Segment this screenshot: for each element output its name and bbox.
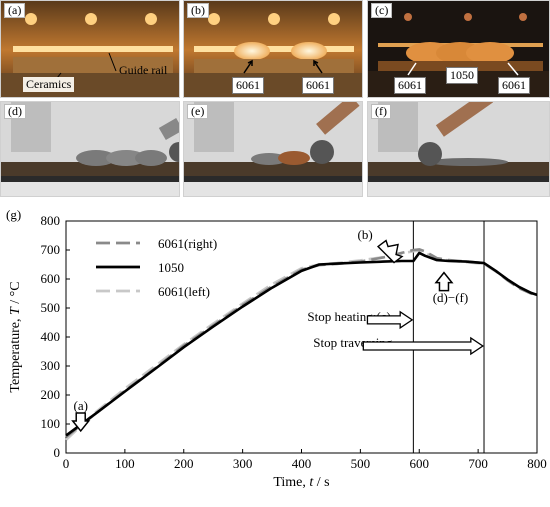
- annotation-stop-heating-arrow: [366, 310, 414, 330]
- y-tick-label: 200: [41, 387, 61, 402]
- x-tick-label: 600: [410, 456, 430, 471]
- callout-guide-rail: Guide rail: [119, 63, 168, 77]
- photo-panel-e: (e): [183, 101, 363, 197]
- annotation-a-arrow: [71, 412, 91, 433]
- panel-label-e: (e): [187, 104, 209, 119]
- x-tick-label: 400: [292, 456, 312, 471]
- chart-container: 0 100 200 300 400 500 600 700 800 0 100 200 300 400 50…: [0, 203, 550, 502]
- callout-6061-right-b: 6061: [302, 77, 334, 94]
- y-tick-label: 100: [41, 416, 61, 431]
- annotation-b-label: (b): [357, 227, 372, 242]
- y-tick-label: 700: [41, 242, 61, 257]
- photo-grid: (a) Guide rail Ceramics (: [0, 0, 550, 200]
- photo-panel-f: (f): [367, 101, 550, 197]
- chart-legend: 6061(right) 1050 6061(left): [96, 236, 217, 299]
- chart-panel-label: (g): [6, 207, 21, 222]
- rolling-photo-d: [1, 102, 179, 196]
- legend-label: 6061(right): [158, 236, 217, 251]
- panel-label-d: (d): [4, 104, 26, 119]
- y-tick-label: 400: [41, 329, 61, 344]
- plot-frame: [65, 220, 538, 454]
- x-tick-label: 100: [115, 456, 135, 471]
- x-tick-label: 500: [351, 456, 371, 471]
- callout-ceramics: Ceramics: [23, 77, 75, 92]
- callout-6061-left-c: 6061: [394, 77, 426, 94]
- photo-panel-a: (a) Guide rail Ceramics: [0, 0, 180, 98]
- x-tick-label: 200: [174, 456, 194, 471]
- temperature-chart: 0 100 200 300 400 500 600 700 800 0 100 200 300 400 50…: [6, 207, 547, 490]
- x-tick-label: 0: [63, 456, 70, 471]
- panel-label-a: (a): [4, 3, 26, 18]
- photo-panel-c: (c) 1050 6061 6061: [367, 0, 550, 98]
- rolling-photo-f: [368, 102, 549, 196]
- legend-label: 6061(left): [158, 284, 210, 299]
- x-tick-label: 800: [527, 456, 547, 471]
- annotation-df-arrow: [434, 271, 454, 292]
- x-tick-label: 300: [233, 456, 253, 471]
- y-tick-label: 800: [41, 213, 61, 228]
- y-axis-label: Temperature, T / °C: [8, 281, 23, 392]
- chart-axes: 0 100 200 300 400 500 600 700 800 0 100 200 300 400 50…: [8, 213, 547, 490]
- y-tick-label: 300: [41, 358, 61, 373]
- callout-1050-c: 1050: [446, 67, 478, 84]
- y-tick-label: 500: [41, 300, 61, 315]
- x-axis-label: Time, t / s: [273, 475, 329, 490]
- chart-annotations: (a)(b)(d)−(f)Stop heating:(c)Stop traver…: [71, 227, 485, 433]
- annotation-stop-traversing-arrow: [362, 336, 485, 356]
- panel-label-f: (f): [371, 104, 391, 119]
- photo-panel-b: (b) 6061 6061: [183, 0, 363, 98]
- annotation-a-label: (a): [74, 398, 88, 413]
- callout-6061-left-b: 6061: [232, 77, 264, 94]
- y-tick-label: 600: [41, 271, 61, 286]
- callout-6061-right-c: 6061: [498, 77, 530, 94]
- annotation-df-label: (d)−(f): [433, 290, 468, 305]
- annotation-b-arrow: [376, 239, 404, 264]
- furnace-photo-c: [368, 1, 549, 97]
- furnace-photo-b: [184, 1, 362, 97]
- rolling-photo-e: [184, 102, 362, 196]
- legend-label: 1050: [158, 260, 184, 275]
- y-tick-label: 0: [54, 445, 61, 460]
- photo-panel-d: (d): [0, 101, 180, 197]
- panel-label-c: (c): [371, 3, 393, 18]
- panel-label-b: (b): [187, 3, 209, 18]
- x-tick-label: 700: [468, 456, 488, 471]
